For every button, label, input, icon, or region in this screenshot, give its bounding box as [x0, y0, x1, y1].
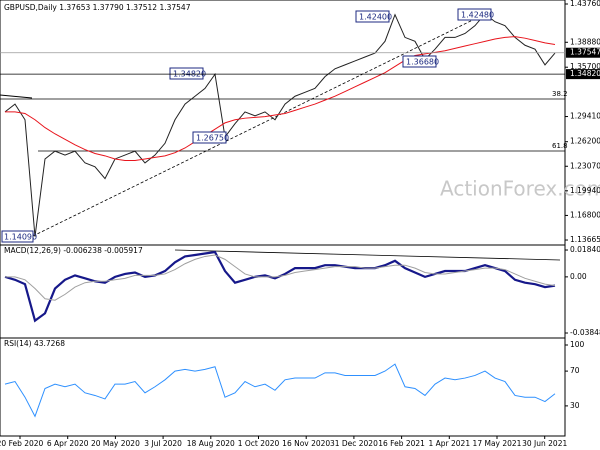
annotation-label: 1.42400 — [359, 13, 392, 22]
x-tick-label: 30 Jun 2021 — [522, 439, 567, 448]
y-tick-label: 1.43760 — [570, 0, 600, 8]
y-tick-label: 1.26200 — [570, 137, 600, 146]
x-tick-label: 20 May 2020 — [91, 439, 140, 448]
annotation-label: 1.26750 — [196, 134, 229, 143]
x-tick-label: 18 Aug 2020 — [187, 439, 235, 448]
x-tick-label: 16 Nov 2020 — [282, 439, 330, 448]
x-tick-label: 1 Apr 2021 — [428, 439, 470, 448]
x-tick-label: 17 May 2021 — [473, 439, 522, 448]
x-tick-label: 1 Oct 2020 — [238, 439, 280, 448]
y-tick-label: 1.23070 — [570, 161, 600, 170]
y-tick-label: 100 — [570, 340, 585, 349]
annotation-label: 1.42480 — [461, 11, 494, 20]
y-tick-label: 70 — [570, 366, 580, 375]
fib-label: 61.8 — [552, 142, 568, 150]
main-panel — [0, 0, 566, 246]
series-line — [4, 250, 556, 323]
annotation: 1.42400 — [355, 10, 392, 23]
annotation: 1.14090 — [1, 230, 37, 243]
price-box-label: 1.34820 — [570, 69, 600, 78]
annotation: 1.36680 — [402, 55, 439, 68]
y-tick-label: 1.13665 — [570, 235, 600, 244]
annotation-label: 1.36680 — [406, 58, 439, 67]
x-tick-label: 20 Feb 2020 — [0, 439, 44, 448]
watermark: ActionForex.com — [440, 177, 600, 201]
macd-panel — [0, 244, 566, 339]
series-line — [4, 13, 556, 237]
y-tick-label: 30 — [570, 401, 580, 410]
y-tick-label: 1.16800 — [570, 210, 600, 219]
chart-title: GBPUSD,Daily 1.37653 1.37790 1.37512 1.3… — [4, 3, 191, 12]
series-layer — [4, 13, 556, 418]
fib-start — [0, 94, 33, 99]
rsi-title: RSI(14) 43.7268 — [4, 339, 65, 348]
x-tick-label: 16 Feb 2021 — [378, 439, 425, 448]
price-box — [566, 69, 600, 80]
macd-trend-line — [174, 249, 561, 261]
series-line — [5, 254, 556, 301]
trend-line — [32, 13, 486, 237]
series-line — [5, 36, 556, 162]
price-box — [566, 47, 600, 58]
annotation: 1.26750 — [192, 131, 229, 144]
y-tick-label: 0.00 — [570, 272, 587, 281]
macd-title: MACD(12,26,9) -0.006238 -0.005917 — [4, 246, 143, 255]
rsi-panel — [0, 337, 566, 437]
y-tick-label: 1.38880 — [570, 37, 600, 46]
y-tick-label: -0.038483 — [570, 328, 600, 337]
y-tick-label: 1.35700 — [570, 62, 600, 71]
price-box-label: 1.37547 — [570, 48, 600, 57]
x-tick-label: 6 Apr 2020 — [47, 439, 89, 448]
y-tick-label: 1.29410 — [570, 112, 600, 121]
y-tick-label: 1.19940 — [570, 186, 600, 195]
annotation: 1.42480 — [457, 8, 494, 21]
x-tick-label: 3 Jul 2020 — [144, 439, 182, 448]
series-line — [4, 363, 556, 418]
annotation-label: 1.14090 — [4, 233, 37, 242]
annotation: 1.34820 — [169, 67, 206, 80]
fib-label: 38.2 — [552, 90, 568, 98]
y-tick-label: 0.018403 — [570, 245, 600, 254]
x-tick-label: 31 Dec 2020 — [330, 439, 378, 448]
